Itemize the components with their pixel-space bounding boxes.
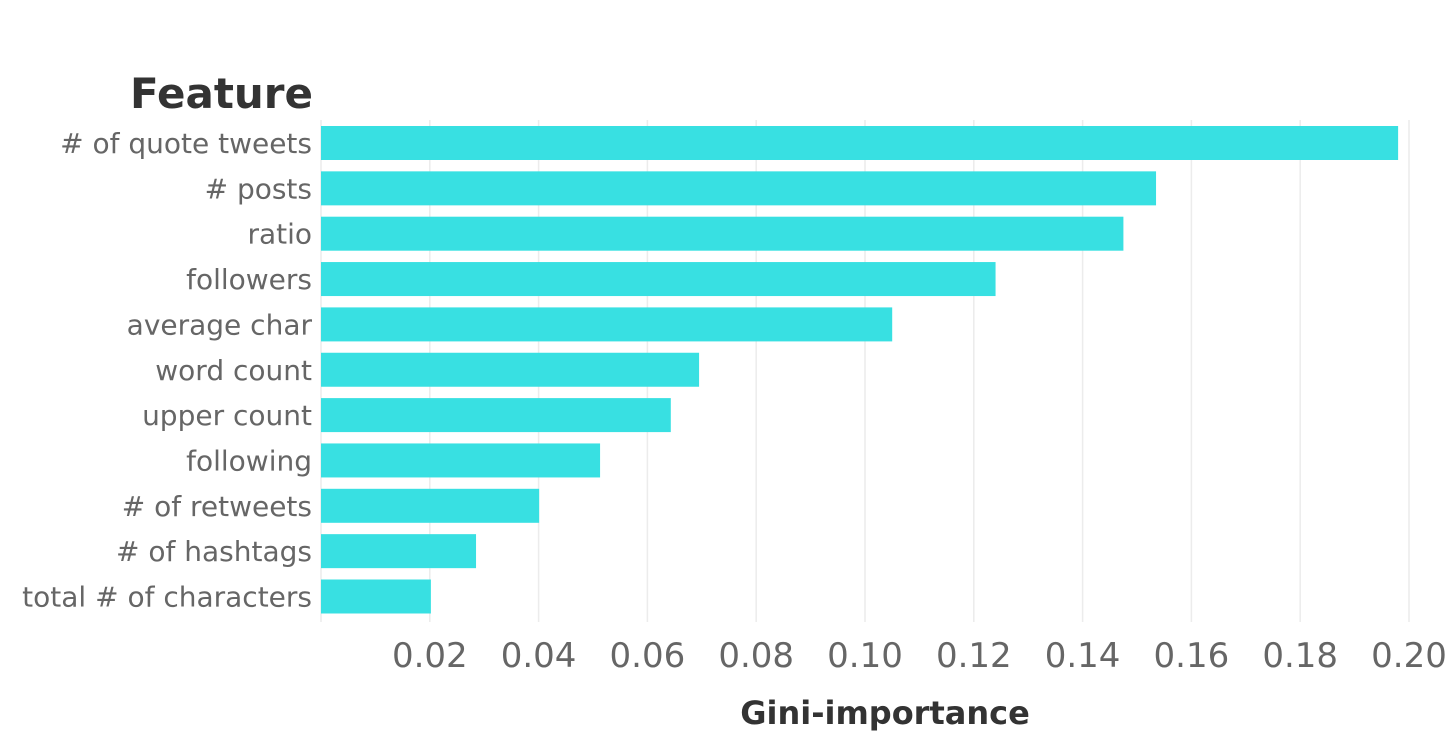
category-label: total # of characters	[22, 581, 312, 614]
category-label: # of quote tweets	[60, 127, 312, 160]
bar	[321, 126, 1399, 160]
category-label: # posts	[205, 172, 312, 205]
x-axis-title: Gini-importance	[740, 694, 1030, 732]
x-tick-label: 0.10	[827, 636, 903, 676]
bar	[321, 579, 431, 614]
x-tick-label: 0.20	[1371, 636, 1447, 676]
bar	[321, 307, 893, 342]
x-tick-label: 0.02	[392, 636, 468, 676]
category-label: followers	[186, 263, 312, 296]
category-label: # of hashtags	[116, 535, 312, 568]
bar	[321, 534, 477, 569]
bar	[321, 262, 996, 297]
bar	[321, 171, 1157, 206]
x-tick-label: 0.18	[1262, 636, 1338, 676]
bar	[321, 216, 1124, 251]
bar	[321, 398, 671, 433]
x-tick-label: 0.12	[936, 636, 1012, 676]
x-tick-label: 0.06	[610, 636, 686, 676]
bar	[321, 488, 540, 523]
bar	[321, 352, 700, 387]
x-tick-label: 0.04	[501, 636, 577, 676]
category-label: upper count	[142, 399, 312, 432]
bar-layer	[321, 126, 1399, 614]
x-tick-label: 0.08	[718, 636, 794, 676]
category-label: average char	[127, 308, 313, 341]
category-label: # of retweets	[122, 490, 312, 523]
tick-label-layer: 0.02 0.04 0.06 0.08 0.10 0.12 0.14 0.16 0.18 0.20	[392, 636, 1447, 676]
row-header: Feature	[130, 69, 313, 118]
bar	[321, 443, 601, 478]
category-label: word count	[155, 354, 312, 387]
category-label: ratio	[247, 218, 312, 251]
category-label: following	[186, 444, 312, 477]
x-tick-label: 0.14	[1045, 636, 1121, 676]
x-tick-label: 0.16	[1154, 636, 1230, 676]
category-label-layer: # of quote tweets # posts ratio followers av…	[22, 127, 312, 614]
